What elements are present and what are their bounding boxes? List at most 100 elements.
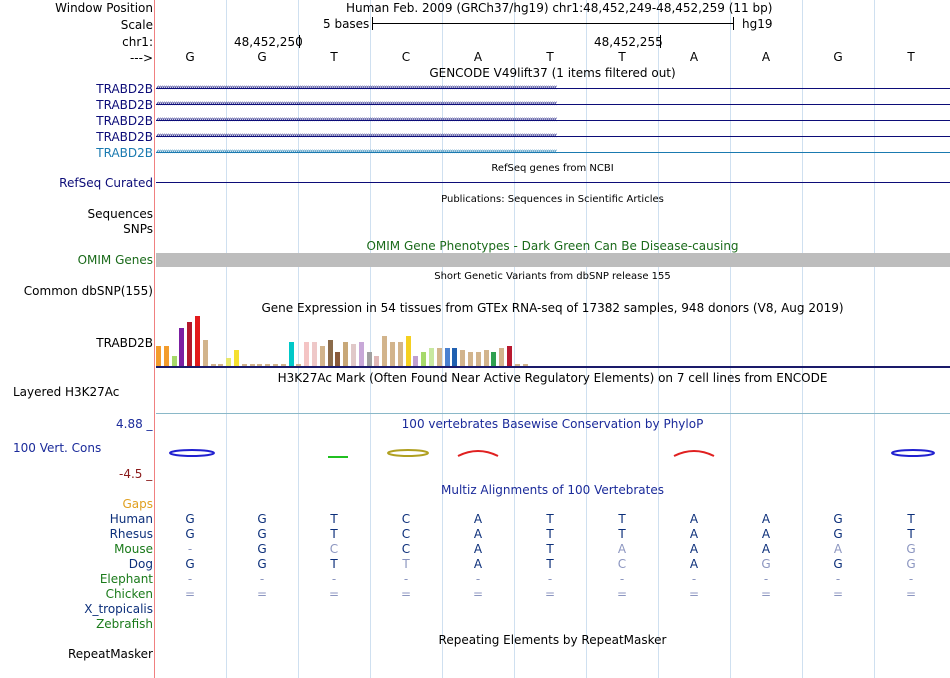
gtex-tissue-bar[interactable] [397,342,403,366]
alignment-base: - [475,572,481,586]
alignment-base: A [473,512,483,526]
gtex-tissue-bar[interactable] [483,350,489,366]
gtex-tissue-bar[interactable] [312,342,317,366]
gtex-tissue-bar[interactable] [374,356,380,366]
species-label[interactable]: Zebrafish [96,617,153,631]
species-label[interactable]: Rhesus [109,527,153,541]
multiz-title[interactable]: Multiz Alignments of 100 Vertebrates [440,483,665,497]
gaps-label[interactable]: Gaps [122,497,153,511]
gtex-tissue-bar[interactable] [475,352,481,366]
h3k27ac-label[interactable]: Layered H3K27Ac [13,385,120,399]
scale-bar-right-tick [733,17,734,30]
gtex-tissue-bar[interactable] [468,352,473,366]
gtex-tissue-bar[interactable] [351,344,356,366]
gtex-tissue-bar[interactable] [234,350,239,366]
h3k27ac-title[interactable]: H3K27Ac Mark (Often Found Near Active Re… [277,371,828,385]
species-label[interactable]: Chicken [105,587,153,601]
gencode-item-label[interactable]: TRABD2B [96,82,153,96]
gtex-tissue-bar[interactable] [522,364,528,366]
gtex-chart[interactable] [156,316,536,366]
refseq-gene-line[interactable] [156,182,950,183]
gtex-tissue-bar[interactable] [358,342,364,366]
gtex-tissue-bar[interactable] [319,346,325,366]
phylop-mark-6 [891,449,935,457]
gtex-tissue-bar[interactable] [405,336,411,366]
gtex-tissue-bar[interactable] [436,348,442,366]
alignment-base: C [401,512,411,526]
gtex-tissue-bar[interactable] [304,342,310,366]
gtex-tissue-bar[interactable] [210,364,216,366]
gtex-tissue-bar[interactable] [156,346,161,366]
omim-label[interactable]: OMIM Genes [77,253,153,267]
gtex-tissue-bar[interactable] [202,340,208,366]
gtex-tissue-bar[interactable] [218,364,224,366]
gtex-tissue-bar[interactable] [249,364,255,366]
gtex-tissue-bar[interactable] [179,328,185,366]
alignment-base: T [618,527,626,541]
gtex-tissue-bar[interactable] [327,340,333,366]
omim-title[interactable]: OMIM Gene Phenotypes - Dark Green Can Be… [366,239,739,253]
alignment-base: - [187,572,193,586]
gtex-tissue-bar[interactable] [171,356,177,366]
alignment-base: = [905,587,917,601]
gtex-tissue-bar[interactable] [187,322,193,366]
gencode-item-label[interactable]: TRABD2B [96,98,153,112]
gtex-tissue-bar[interactable] [390,342,395,366]
alignment-base: G [906,557,916,571]
refseq-label[interactable]: RefSeq Curated [59,176,153,190]
gtex-tissue-bar[interactable] [452,348,458,366]
repeatmasker-label[interactable]: RepeatMasker [67,647,153,661]
alignment-base: = [832,587,844,601]
gtex-tissue-bar[interactable] [507,346,512,366]
base-grid-line [370,0,371,678]
gtex-tissue-bar[interactable] [413,356,419,366]
gtex-tissue-bar[interactable] [257,364,263,366]
gtex-tissue-bar[interactable] [366,352,372,366]
gtex-tissue-bar[interactable] [444,348,450,366]
gtex-label[interactable]: TRABD2B [96,336,153,350]
gencode-item-label[interactable]: TRABD2B [96,114,153,128]
publications-title[interactable]: Publications: Sequences in Scientific Ar… [441,194,664,205]
gtex-tissue-bar[interactable] [288,342,294,366]
phylop-label[interactable]: 100 Vert. Cons [13,441,102,455]
dbsnp-label[interactable]: Common dbSNP(155) [23,284,153,298]
gtex-tissue-bar[interactable] [226,358,232,366]
refseq-title[interactable]: RefSeq genes from NCBI [491,163,614,174]
gtex-tissue-bar[interactable] [280,364,286,366]
base-grid-line [226,0,227,678]
gtex-tissue-bar[interactable] [343,342,349,366]
species-label[interactable]: Human [109,512,153,526]
dbsnp-title[interactable]: Short Genetic Variants from dbSNP releas… [434,271,671,282]
gencode-item-label[interactable]: TRABD2B [96,130,153,144]
gtex-tissue-bar[interactable] [499,348,505,366]
reference-base: T [618,50,626,64]
gtex-tissue-bar[interactable] [421,352,427,366]
gtex-tissue-bar[interactable] [514,364,520,366]
phylop-plot[interactable] [156,430,950,470]
gtex-title[interactable]: Gene Expression in 54 tissues from GTEx … [261,301,844,315]
gtex-tissue-bar[interactable] [296,364,302,366]
phylop-title[interactable]: 100 vertebrates Basewise Conservation by… [401,417,704,431]
gtex-tissue-bar[interactable] [265,364,271,366]
gtex-tissue-bar[interactable] [273,364,278,366]
snps-label[interactable]: SNPs [123,222,153,236]
species-label[interactable]: X_tropicalis [84,602,153,616]
sequences-label[interactable]: Sequences [87,207,153,221]
species-label[interactable]: Mouse [114,542,153,556]
species-label[interactable]: Elephant [99,572,153,586]
repeatmasker-title[interactable]: Repeating Elements by RepeatMasker [438,633,667,647]
gtex-tissue-bar[interactable] [163,346,169,366]
gencode-title[interactable]: GENCODE V49lift37 (1 items filtered out) [429,66,676,80]
species-label[interactable]: Dog [128,557,153,571]
gencode-item-label[interactable]: TRABD2B [96,146,153,160]
gtex-tissue-bar[interactable] [429,348,434,366]
gtex-tissue-bar[interactable] [382,336,388,366]
gtex-tissue-bar[interactable] [241,364,247,366]
alignment-base: - [403,572,409,586]
alignment-base: A [617,542,627,556]
gtex-tissue-bar[interactable] [335,352,341,366]
gtex-tissue-bar[interactable] [460,350,466,366]
gtex-tissue-bar[interactable] [195,316,200,366]
gtex-tissue-bar[interactable] [491,352,497,366]
omim-gene-bar[interactable] [156,253,950,267]
